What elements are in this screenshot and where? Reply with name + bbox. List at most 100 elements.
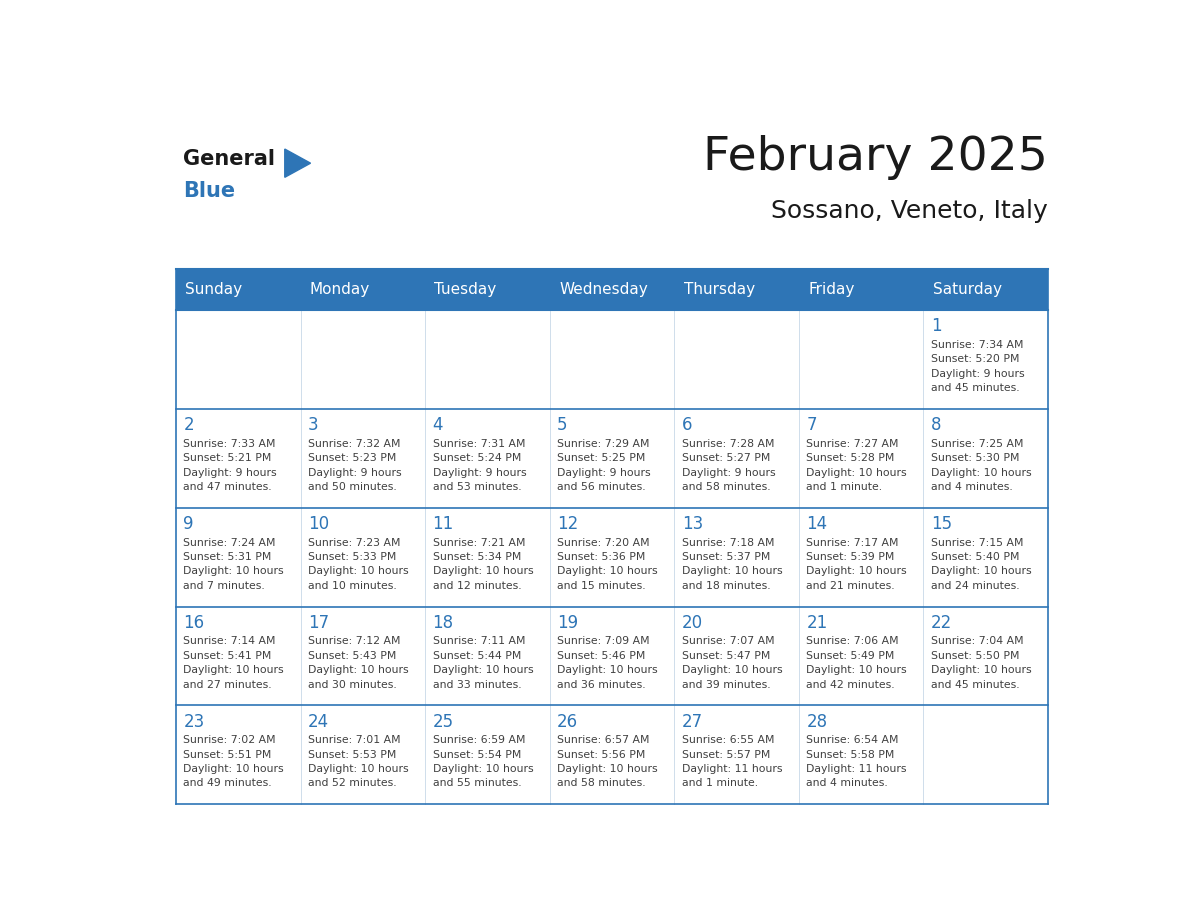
Text: Saturday: Saturday (933, 282, 1001, 297)
Text: Sunrise: 7:34 AM
Sunset: 5:20 PM
Daylight: 9 hours
and 45 minutes.: Sunrise: 7:34 AM Sunset: 5:20 PM Dayligh… (931, 340, 1024, 393)
Text: Sunrise: 7:11 AM
Sunset: 5:44 PM
Daylight: 10 hours
and 33 minutes.: Sunrise: 7:11 AM Sunset: 5:44 PM Dayligh… (432, 636, 533, 689)
Text: Sunday: Sunday (185, 282, 242, 297)
Text: Wednesday: Wednesday (560, 282, 647, 297)
Bar (798, 607, 923, 705)
Bar (301, 607, 425, 705)
Text: 7: 7 (807, 416, 817, 434)
Text: 24: 24 (308, 712, 329, 731)
Text: Sunrise: 7:28 AM
Sunset: 5:27 PM
Daylight: 9 hours
and 58 minutes.: Sunrise: 7:28 AM Sunset: 5:27 PM Dayligh… (682, 439, 776, 492)
Text: Blue: Blue (183, 181, 235, 201)
Text: Sunrise: 7:09 AM
Sunset: 5:46 PM
Daylight: 10 hours
and 36 minutes.: Sunrise: 7:09 AM Sunset: 5:46 PM Dayligh… (557, 636, 658, 689)
Text: Sunrise: 7:06 AM
Sunset: 5:49 PM
Daylight: 10 hours
and 42 minutes.: Sunrise: 7:06 AM Sunset: 5:49 PM Dayligh… (807, 636, 906, 689)
Text: 26: 26 (557, 712, 579, 731)
Text: 18: 18 (432, 614, 454, 632)
Text: Sunrise: 7:27 AM
Sunset: 5:28 PM
Daylight: 10 hours
and 1 minute.: Sunrise: 7:27 AM Sunset: 5:28 PM Dayligh… (807, 439, 906, 492)
Bar (923, 705, 1048, 804)
Text: Sunrise: 7:29 AM
Sunset: 5:25 PM
Daylight: 9 hours
and 56 minutes.: Sunrise: 7:29 AM Sunset: 5:25 PM Dayligh… (557, 439, 651, 492)
Bar (550, 269, 675, 310)
Text: Sunrise: 7:25 AM
Sunset: 5:30 PM
Daylight: 10 hours
and 4 minutes.: Sunrise: 7:25 AM Sunset: 5:30 PM Dayligh… (931, 439, 1031, 492)
Text: 15: 15 (931, 515, 952, 533)
Bar (550, 607, 675, 705)
Text: Friday: Friday (808, 282, 854, 297)
Bar (675, 607, 798, 705)
Text: 19: 19 (557, 614, 579, 632)
Text: General: General (183, 149, 276, 169)
Text: 10: 10 (308, 515, 329, 533)
Bar (798, 409, 923, 508)
Text: Sunrise: 7:21 AM
Sunset: 5:34 PM
Daylight: 10 hours
and 12 minutes.: Sunrise: 7:21 AM Sunset: 5:34 PM Dayligh… (432, 538, 533, 590)
Bar (425, 409, 550, 508)
Text: 23: 23 (183, 712, 204, 731)
Text: Thursday: Thursday (683, 282, 754, 297)
Bar (425, 269, 550, 310)
Text: Tuesday: Tuesday (435, 282, 497, 297)
Text: 8: 8 (931, 416, 941, 434)
Bar (550, 508, 675, 607)
Bar (550, 705, 675, 804)
Bar (176, 269, 301, 310)
Bar (675, 269, 798, 310)
Text: Sunrise: 7:14 AM
Sunset: 5:41 PM
Daylight: 10 hours
and 27 minutes.: Sunrise: 7:14 AM Sunset: 5:41 PM Dayligh… (183, 636, 284, 689)
Text: 12: 12 (557, 515, 579, 533)
Text: Sunrise: 6:55 AM
Sunset: 5:57 PM
Daylight: 11 hours
and 1 minute.: Sunrise: 6:55 AM Sunset: 5:57 PM Dayligh… (682, 735, 782, 789)
Text: February 2025: February 2025 (703, 135, 1048, 180)
Bar (425, 705, 550, 804)
Bar (923, 508, 1048, 607)
Text: Sunrise: 7:31 AM
Sunset: 5:24 PM
Daylight: 9 hours
and 53 minutes.: Sunrise: 7:31 AM Sunset: 5:24 PM Dayligh… (432, 439, 526, 492)
Text: 4: 4 (432, 416, 443, 434)
Bar (798, 705, 923, 804)
Bar (675, 310, 798, 409)
Bar (923, 409, 1048, 508)
Text: Sunrise: 6:59 AM
Sunset: 5:54 PM
Daylight: 10 hours
and 55 minutes.: Sunrise: 6:59 AM Sunset: 5:54 PM Dayligh… (432, 735, 533, 789)
Bar (798, 269, 923, 310)
Bar (550, 409, 675, 508)
Text: Sunrise: 7:23 AM
Sunset: 5:33 PM
Daylight: 10 hours
and 10 minutes.: Sunrise: 7:23 AM Sunset: 5:33 PM Dayligh… (308, 538, 409, 590)
Bar (550, 310, 675, 409)
Text: 28: 28 (807, 712, 827, 731)
Text: 14: 14 (807, 515, 827, 533)
Text: 21: 21 (807, 614, 828, 632)
Text: Sunrise: 7:15 AM
Sunset: 5:40 PM
Daylight: 10 hours
and 24 minutes.: Sunrise: 7:15 AM Sunset: 5:40 PM Dayligh… (931, 538, 1031, 590)
Text: Sunrise: 7:07 AM
Sunset: 5:47 PM
Daylight: 10 hours
and 39 minutes.: Sunrise: 7:07 AM Sunset: 5:47 PM Dayligh… (682, 636, 783, 689)
Bar (176, 409, 301, 508)
Text: 9: 9 (183, 515, 194, 533)
Text: 27: 27 (682, 712, 703, 731)
Bar (798, 508, 923, 607)
Text: 17: 17 (308, 614, 329, 632)
Bar (923, 607, 1048, 705)
Bar (176, 607, 301, 705)
Bar (301, 705, 425, 804)
Text: Sossano, Veneto, Italy: Sossano, Veneto, Italy (771, 198, 1048, 222)
Text: Sunrise: 7:01 AM
Sunset: 5:53 PM
Daylight: 10 hours
and 52 minutes.: Sunrise: 7:01 AM Sunset: 5:53 PM Dayligh… (308, 735, 409, 789)
Text: Sunrise: 7:04 AM
Sunset: 5:50 PM
Daylight: 10 hours
and 45 minutes.: Sunrise: 7:04 AM Sunset: 5:50 PM Dayligh… (931, 636, 1031, 689)
Bar (176, 310, 301, 409)
Polygon shape (285, 149, 310, 177)
Text: 6: 6 (682, 416, 693, 434)
Text: 22: 22 (931, 614, 952, 632)
Text: 25: 25 (432, 712, 454, 731)
Bar (923, 310, 1048, 409)
Bar (301, 269, 425, 310)
Bar (425, 607, 550, 705)
Text: 11: 11 (432, 515, 454, 533)
Text: Sunrise: 7:20 AM
Sunset: 5:36 PM
Daylight: 10 hours
and 15 minutes.: Sunrise: 7:20 AM Sunset: 5:36 PM Dayligh… (557, 538, 658, 590)
Text: Sunrise: 7:24 AM
Sunset: 5:31 PM
Daylight: 10 hours
and 7 minutes.: Sunrise: 7:24 AM Sunset: 5:31 PM Dayligh… (183, 538, 284, 590)
Text: Sunrise: 7:33 AM
Sunset: 5:21 PM
Daylight: 9 hours
and 47 minutes.: Sunrise: 7:33 AM Sunset: 5:21 PM Dayligh… (183, 439, 277, 492)
Text: Sunrise: 7:02 AM
Sunset: 5:51 PM
Daylight: 10 hours
and 49 minutes.: Sunrise: 7:02 AM Sunset: 5:51 PM Dayligh… (183, 735, 284, 789)
Text: Sunrise: 7:17 AM
Sunset: 5:39 PM
Daylight: 10 hours
and 21 minutes.: Sunrise: 7:17 AM Sunset: 5:39 PM Dayligh… (807, 538, 906, 590)
Text: Sunrise: 6:57 AM
Sunset: 5:56 PM
Daylight: 10 hours
and 58 minutes.: Sunrise: 6:57 AM Sunset: 5:56 PM Dayligh… (557, 735, 658, 789)
Text: 5: 5 (557, 416, 568, 434)
Bar (176, 705, 301, 804)
Bar (675, 409, 798, 508)
Bar (301, 310, 425, 409)
Text: Monday: Monday (310, 282, 371, 297)
Text: 20: 20 (682, 614, 703, 632)
Text: Sunrise: 7:18 AM
Sunset: 5:37 PM
Daylight: 10 hours
and 18 minutes.: Sunrise: 7:18 AM Sunset: 5:37 PM Dayligh… (682, 538, 783, 590)
Bar (923, 269, 1048, 310)
Bar (675, 705, 798, 804)
Bar (301, 409, 425, 508)
Bar (425, 508, 550, 607)
Text: 1: 1 (931, 318, 941, 335)
Bar (301, 508, 425, 607)
Bar (675, 508, 798, 607)
